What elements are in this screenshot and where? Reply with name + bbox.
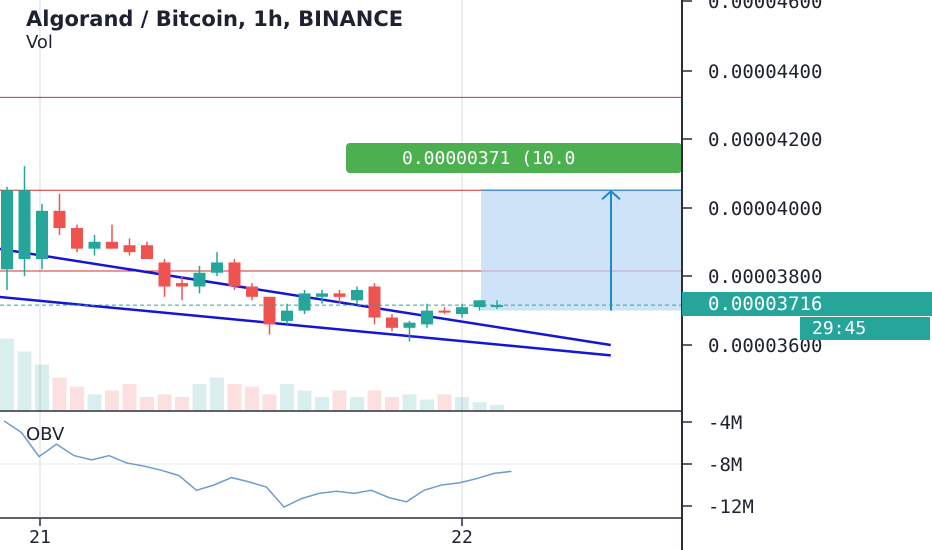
candle-body: [263, 296, 276, 325]
volume-bar: [332, 390, 347, 410]
obv-axis-tick-1: -8M: [682, 454, 742, 476]
candle-body: [351, 289, 363, 301]
obv-axis-tick-0: -4M: [682, 412, 742, 434]
volume-bar: [157, 394, 172, 410]
price-axis-tick-4: 0.00003600: [682, 335, 822, 357]
svg-text:29:45: 29:45: [812, 318, 866, 339]
obv-axis-tick-2: -12M: [682, 496, 754, 518]
volume-bar: [70, 386, 84, 410]
volume-bar: [280, 384, 294, 410]
time-axis-tick-1: 22: [451, 518, 473, 548]
candle-body: [88, 241, 101, 249]
candle-body: [333, 293, 346, 297]
obv-line: [3, 420, 512, 509]
volume-bar: [367, 390, 382, 410]
candle-body: [228, 262, 241, 287]
volume-bar: [122, 384, 137, 410]
price-axis-tick-3: 0.00003800: [682, 266, 822, 288]
candle-body: [368, 286, 381, 318]
volume-bar: [175, 397, 189, 410]
svg-text:0.00003800: 0.00003800: [708, 266, 822, 288]
volume-bar: [402, 394, 417, 410]
volume-bar: [490, 404, 504, 410]
volume-bar: [262, 394, 277, 410]
candle-body: [36, 210, 48, 259]
candle-body: [491, 305, 503, 308]
volume-bar: [455, 397, 469, 410]
measure-label-text: 0.00000371 (10.0: [402, 148, 575, 169]
candle-body: [421, 310, 433, 325]
candle-body: [298, 293, 311, 311]
volume-bar: [350, 397, 364, 410]
svg-text:21: 21: [29, 527, 51, 548]
volume-bar: [385, 397, 399, 410]
svg-text:0.00004400: 0.00004400: [708, 61, 822, 83]
volume-bar: [420, 399, 434, 410]
volume-bar: [192, 384, 207, 410]
price-axis-tick-1: 0.00004200: [682, 129, 822, 151]
candle-body: [123, 245, 136, 253]
trendline: [0, 295, 611, 357]
volume-bar: [245, 386, 259, 410]
last-price-tag: 0.00003716: [682, 292, 932, 316]
candle-body: [106, 241, 118, 249]
candle-body: [316, 293, 328, 297]
volume-bar: [17, 351, 32, 410]
measure-arrow-head: [601, 189, 621, 200]
time-axis-tick-0: 21: [29, 518, 51, 548]
svg-text:-4M: -4M: [708, 412, 742, 434]
candle-body: [386, 317, 398, 328]
candle-body: [281, 310, 293, 321]
candle-body: [141, 245, 153, 259]
svg-text:0.00004200: 0.00004200: [708, 129, 822, 151]
volume-bar: [87, 394, 102, 410]
svg-text:0.00004000: 0.00004000: [708, 198, 822, 220]
candle-body: [176, 283, 188, 287]
candle-body: [473, 300, 486, 308]
measure-box: [481, 190, 682, 311]
measure-tool[interactable]: [481, 189, 682, 311]
volume-bar: [0, 338, 14, 410]
price-axis-tick-0: 0.00004400: [682, 61, 822, 83]
chart-title: Algorand / Bitcoin, 1h, BINANCE: [26, 7, 403, 31]
candle-body: [158, 262, 171, 287]
candle-body: [456, 307, 468, 315]
countdown-tag: 29:45: [800, 317, 930, 340]
price-axis-tick: 0.00004600: [708, 0, 822, 13]
svg-text:0.00003716: 0.00003716: [708, 293, 822, 315]
candlesticks: [1, 166, 503, 342]
svg-text:-8M: -8M: [708, 454, 742, 476]
volume-bar: [140, 397, 154, 410]
candle-body: [18, 190, 31, 259]
volume-label: Vol: [26, 32, 53, 53]
measure-label: 0.00000371 (10.0: [346, 143, 682, 173]
volume-bar: [315, 397, 329, 410]
volume-bars: [0, 338, 504, 410]
candle-body: [211, 262, 223, 273]
candle-body: [403, 322, 416, 328]
svg-text:0.00003600: 0.00003600: [708, 335, 822, 357]
volume-bar: [52, 377, 67, 410]
candle-body: [1, 190, 13, 270]
volume-bar: [35, 364, 49, 410]
svg-text:22: 22: [451, 527, 473, 548]
price-axis-tick-2: 0.00004000: [682, 198, 822, 220]
volume-bar: [105, 390, 119, 410]
volume-bar: [210, 377, 224, 410]
volume-bar: [437, 394, 452, 410]
candle-body: [438, 310, 451, 313]
obv-label: OBV: [26, 424, 65, 445]
volume-bar: [297, 390, 312, 410]
candle-body: [71, 228, 83, 249]
volume-bar: [472, 402, 487, 410]
candle-body: [246, 286, 258, 297]
candle-body: [193, 272, 206, 287]
volume-bar: [227, 384, 242, 410]
svg-text:-12M: -12M: [708, 496, 754, 518]
candle-body: [53, 210, 66, 229]
